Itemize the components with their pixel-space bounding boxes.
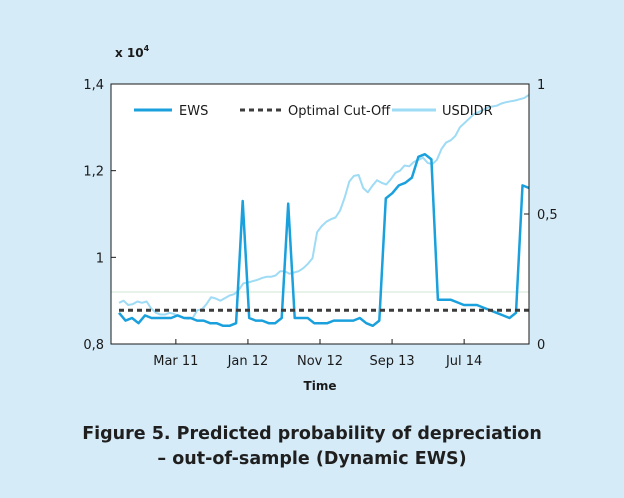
x-axis-tick-label: Nov 12 xyxy=(297,354,343,369)
caption-line-2: – out-of-sample (Dynamic EWS) xyxy=(157,449,467,469)
right-axis-tick-label: 1 xyxy=(537,78,545,93)
x-axis: Mar 11 Jan 12 Nov 12 Sep 13 Jul 14 xyxy=(153,339,482,369)
unit-base: x 10 xyxy=(115,46,144,60)
legend-label-ews: EWS xyxy=(179,104,208,119)
x-axis-tick-label: Jul 14 xyxy=(445,354,482,369)
left-axis: 0,8 1 1,2 1,4 xyxy=(83,78,116,353)
left-axis-tick-label: 1 xyxy=(96,251,104,266)
left-axis-tick-label: 1,4 xyxy=(83,78,104,93)
unit-exponent: 4 xyxy=(144,44,150,53)
caption-line-1: Figure 5. Predicted probability of depre… xyxy=(82,424,542,444)
left-axis-unit-label: x 104 xyxy=(115,44,150,60)
right-axis-tick-label: 0,5 xyxy=(537,208,558,223)
series-layer xyxy=(118,93,530,328)
figure-caption: Figure 5. Predicted probability of depre… xyxy=(0,422,624,472)
x-axis-tick-label: Sep 13 xyxy=(369,354,414,369)
x-axis-tick-label: Jan 12 xyxy=(227,354,269,369)
legend: EWS Optimal Cut-Off USDIDR xyxy=(134,104,493,119)
series-line-ews xyxy=(118,152,530,328)
legend-label-usdidr: USDIDR xyxy=(442,104,493,119)
left-axis-tick-label: 1,2 xyxy=(83,165,104,180)
left-axis-tick-label: 0,8 xyxy=(83,338,104,353)
x-axis-tick-label: Mar 11 xyxy=(153,354,198,369)
right-axis-tick-label: 0 xyxy=(537,338,545,353)
right-axis: 00,51 xyxy=(524,78,558,353)
legend-label-cutoff: Optimal Cut-Off xyxy=(288,104,391,119)
x-axis-title: Time xyxy=(304,379,337,393)
